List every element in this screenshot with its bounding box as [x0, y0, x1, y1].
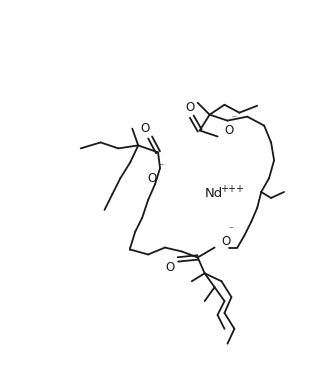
- Text: +++: +++: [220, 184, 244, 194]
- Text: O: O: [221, 235, 231, 248]
- Text: O: O: [165, 261, 175, 274]
- Text: ⁻: ⁻: [158, 162, 163, 172]
- Text: O: O: [224, 124, 234, 137]
- Text: Nd: Nd: [205, 186, 223, 200]
- Text: O: O: [185, 101, 194, 114]
- Text: O: O: [140, 122, 150, 135]
- Text: ⁻: ⁻: [231, 115, 237, 125]
- Text: ⁻: ⁻: [228, 226, 234, 235]
- Text: O: O: [147, 172, 157, 185]
